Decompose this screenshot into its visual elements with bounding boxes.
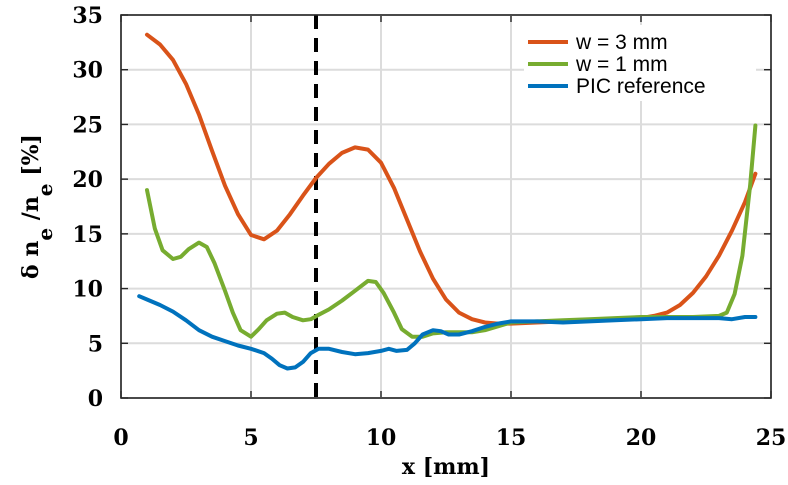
x-axis-label: x [mm] [402,454,490,480]
series-line-3 [137,294,758,371]
y-tick-labels: 0 5 10 15 20 25 30 35 [72,3,103,412]
axes-frame [120,14,772,399]
y-tick-label: 20 [72,167,103,193]
y-label-subscript: e [33,228,57,241]
y-label-part: δ n [18,241,44,279]
y-tick-label: 10 [72,277,103,303]
legend-label-3: PIC reference [576,75,706,98]
y-axis-label: δ ne /ne [%] [18,134,57,279]
x-tick-label: 0 [113,425,128,451]
x-tick-label: 5 [243,425,258,451]
y-tick-label: 0 [88,386,103,412]
series-line-2 [145,123,758,339]
legend-label-2: w = 1 mm [575,53,668,76]
series-line-1 [145,32,758,326]
x-tick-label: 15 [496,425,527,451]
y-tick-label: 35 [72,3,103,29]
legend-label-1: w = 3 mm [575,31,668,54]
y-tick-label: 25 [72,112,103,138]
y-tick-label: 30 [72,58,103,84]
x-tick-labels: 0 5 10 15 20 25 [113,425,786,451]
y-label-part: /n [18,196,44,228]
series-group [137,32,758,371]
y-label-subscript: e [33,183,57,196]
x-tick-label: 20 [626,425,657,451]
y-axis-label-text: δ ne /ne [%] [18,134,57,279]
x-tick-label: 10 [366,425,397,451]
y-tick-label: 15 [72,222,103,248]
y-label-part: [%] [18,134,44,183]
x-tick-label: 25 [756,425,787,451]
y-tick-label: 5 [88,331,103,357]
